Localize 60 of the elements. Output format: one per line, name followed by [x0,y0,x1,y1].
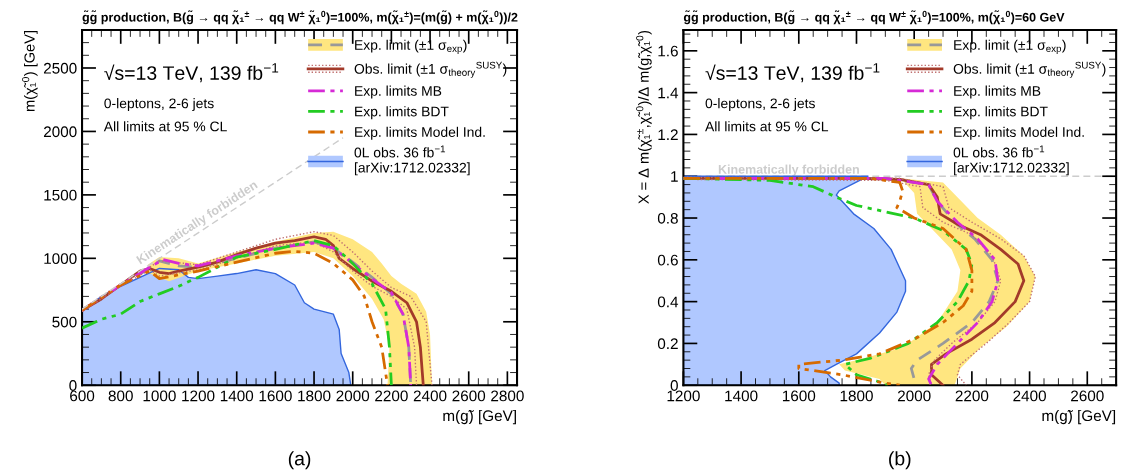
annotation: √s=13 TeV, 139 fb$^{−1}$ [705,63,880,83]
y-tick-label: 1 [671,171,678,182]
y-tick-label: 0.4 [657,296,679,308]
x-tick-label: 1000 [143,390,176,402]
annotation: All limits at 95 % CL [103,121,227,132]
y-tick-label: 1.6 [658,45,678,57]
y-axis-title: m(χ̃₁$^{0}$) [GeV] [22,31,38,112]
x-tick-label: 2000 [897,390,931,402]
legend-label: Exp. limits MB [355,85,442,99]
y-tick-label: 1.2 [658,129,678,140]
x-tick-label: 2600 [1071,390,1104,402]
y-tick-label: 0.2 [657,338,678,350]
x-tick-label: 600 [70,390,95,402]
y-tick-label: 0 [670,380,678,391]
x-tick-label: 1600 [259,390,292,402]
legend-label: Obs. limit (±1 σ$_{theory}$$^{SUSY}$) [354,61,507,78]
y-tick-label: 0.6 [657,254,678,266]
x-tick-label: 2800 [491,390,524,402]
x-tick-label: 2400 [1013,390,1046,402]
legend-label: 0L obs. 36 fb$^{−1}$ [arXiv:1712.02332] [354,145,470,176]
annotation: √s=13 TeV, 139 fb$^{−1}$ [104,63,279,83]
legend-label: Exp. limits BDT [954,106,1048,120]
text: (a) [288,451,311,470]
y-tick-label: 500 [52,316,77,328]
legend-label: 0L obs. 36 fb$^{−1}$ [arXiv:1712.02332] [953,145,1069,176]
chart-title: g̃g̃ production, B(g̃ → qq χ̃₁$^{±}$ → qq W$^{±}$ χ̃₁$^{0}$)=100%, m(χ̃₁$^{±}$)=(m(g̃) + m(χ̃₁$^{0}$))/2 [82,10,518,25]
annotation: 0-leptons, 2-6 jets [705,98,815,112]
legend-label: Obs. limit (±1 σ$_{theory}$$^{SUSY}$) [953,61,1106,78]
x-tick-label: 1400 [220,390,254,402]
y-tick-label: 0.8 [657,212,678,224]
x-tick-label: 1800 [298,390,331,402]
x-tick-label: 1800 [840,390,873,402]
x-tick-label: 1200 [182,390,215,402]
y-tick-label: 0 [69,380,77,391]
y-tick-label: 1.4 [658,87,679,99]
x-tick-label: 2000 [336,390,370,402]
legend-label: Exp. limits Model Ind. [954,126,1084,140]
x-tick-label: 2400 [413,390,447,402]
legend-label: Exp. limits MB [954,85,1041,99]
annotation: 0-leptons, 2-6 jets [104,98,214,112]
x-tick-label: 2600 [452,390,486,402]
y-tick-label: 2000 [43,126,77,138]
x-tick-label: 800 [108,390,133,402]
x-axis-title: m(g̃) [GeV] [443,409,516,425]
y-axis-title: X = Δ m(χ̃₁$^{±}$,χ̃₁$^{0}$)/Δ m(g̃,χ̃₁$^{0}$) [636,30,652,204]
x-tick-label: 1200 [667,390,700,402]
x-axis-title: m(g̃) [GeV] [1042,409,1116,425]
legend-label: Exp. limits Model Ind. [355,126,485,140]
legend-label: Exp. limit (±1 σ$_{exp}$) [355,39,467,54]
chart-title: g̃g̃ production, B(g̃ → qq χ̃₁$^{±}$ → qq W$^{±}$ χ̃₁$^{0}$)=100%, m(χ̃₁$^{0}$)=60 GeV [683,10,1065,25]
text: (b) [889,451,911,470]
annotation: All limits at 95 % CL [705,121,829,132]
x-tick-label: 1600 [782,390,816,402]
y-tick-label: 1500 [44,189,77,201]
x-tick-label: 1400 [725,390,758,402]
x-tick-label: 2200 [375,390,408,402]
legend-label: Exp. limits BDT [355,106,449,120]
y-tick-label: 2500 [43,62,77,74]
y-tick-label: 1000 [44,253,77,265]
x-tick-label: 2200 [955,390,989,402]
